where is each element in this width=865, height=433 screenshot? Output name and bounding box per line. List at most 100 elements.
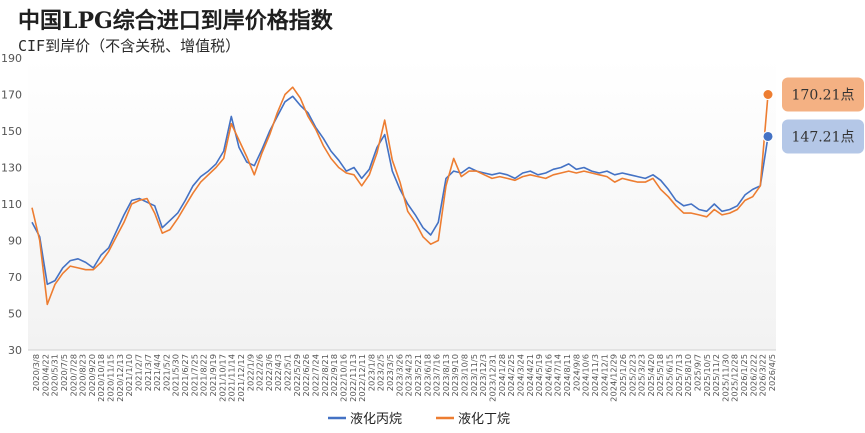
x-tick-label: 2022/9/18 [329,354,339,397]
x-tick-label: 2020/4/22 [40,354,50,397]
x-tick-label: 2024/12/1 [599,354,609,397]
x-tick-label: 2022/10/16 [338,354,348,402]
x-tick-label: 2021/3/7 [143,354,153,391]
x-tick-label: 2023/3/5 [385,354,395,391]
x-tick-label: 2025/11/2 [711,354,721,397]
x-tick-label: 2026/1/25 [739,354,749,397]
x-tick-label: 2022/11/13 [348,354,358,402]
x-tick-label: 2025/12/28 [730,354,740,402]
x-tick-label: 2026/3/22 [758,354,768,397]
x-tick-label: 2021/4/4 [152,354,162,391]
y-tick-label: 150 [1,125,22,138]
callout-layer: 170.21点 147.21点 [762,77,864,154]
x-tick-label: 2020/11/15 [106,354,116,402]
x-tick-label: 2024/1/28 [497,354,507,397]
x-tick-label: 2021/9/19 [208,354,218,397]
y-tick-label: 30 [8,344,22,357]
end-marker [762,89,774,100]
x-tick-label: 2024/12/29 [609,354,619,402]
x-tick-label: 2025/2/23 [627,354,637,397]
x-tick-label: 2023/6/18 [422,354,432,397]
x-tick-label: 2021/2/7 [133,354,143,391]
x-tick-label: 2024/7/14 [553,354,563,397]
series-line-液化丙烷 [31,95,769,286]
x-tick-label: 2024/8/11 [562,354,572,397]
x-tick-label: 2026/2/22 [748,354,758,397]
x-tick-label: 2023/7/16 [432,354,442,397]
x-tick-label: 2024/6/16 [543,354,553,397]
x-tick-label: 2024/3/24 [515,354,525,397]
x-tick-label: 2024/2/25 [506,354,516,397]
x-tick-label: 2021/11/14 [227,354,237,402]
legend-label: 液化丁烷 [458,412,510,427]
x-tick-label: 2021/8/22 [199,354,209,397]
x-tick-label: 2022/1/9 [245,354,255,391]
x-axis: 2020/3/8 2020/4/22 2020/5/31 2020/7/5 2020/7… [28,349,777,402]
x-tick-label: 2025/1/26 [618,354,628,397]
x-tick-label: 2023/9/10 [450,354,460,397]
x-tick-label: 2023/1/8 [366,354,376,391]
x-tick-label: 2021/10/17 [217,354,227,402]
chart-subtitle: CIF到岸价（不含关税、增值税） [18,37,240,55]
x-tick-label: 2023/3/26 [394,354,404,397]
x-tick-label: 2025/10/5 [702,354,712,397]
x-tick-label: 2025/3/23 [637,354,647,397]
x-tick-label: 2021/1/10 [124,354,134,397]
x-tick-label: 2020/7/28 [68,354,78,397]
x-tick-label: 2025/11/30 [720,354,730,402]
y-axis: 30 50 70 90 110 130 150 170 190 [1,52,22,357]
x-tick-label: 2020/10/18 [96,354,106,402]
x-tick-label: 2023/4/23 [404,354,414,397]
x-tick-label: 2025/5/18 [655,354,665,397]
x-tick-label: 2025/4/20 [646,354,656,397]
x-tick-label: 2022/6/26 [301,354,311,397]
value-callout-text: 170.21点 [792,88,855,104]
x-tick-label: 2022/2/6 [255,354,265,391]
x-tick-label: 2025/7/13 [674,354,684,397]
x-tick-label: 2020/3/8 [31,354,41,391]
x-tick-label: 2023/5/21 [413,354,423,397]
x-tick-label: 2023/2/5 [376,354,386,391]
x-tick-label: 2024/11/3 [590,354,600,397]
y-tick-label: 130 [1,162,22,175]
x-tick-label: 2022/7/24 [310,354,320,397]
x-tick-label: 2023/12/3 [478,354,488,397]
value-callout-text: 147.21点 [792,129,855,145]
x-tick-label: 2025/8/10 [683,354,693,397]
y-tick-label: 50 [8,308,22,321]
legend-label: 液化丙烷 [350,412,402,427]
y-tick-label: 90 [8,235,22,248]
x-tick-label: 2022/5/1 [283,354,293,391]
x-tick-label: 2022/5/29 [292,354,302,397]
y-tick-label: 110 [1,198,22,211]
series-line-液化丁烷 [31,86,769,306]
end-marker [762,130,774,142]
x-tick-label: 2020/9/20 [87,354,97,397]
x-tick-label: 2026/4/5 [767,354,777,391]
x-tick-label: 2022/8/21 [320,354,330,397]
plot-background [28,58,776,350]
x-tick-label: 2022/4/3 [273,354,283,391]
chart-title: 中国LPG综合进口到岸价格指数 [18,8,334,34]
x-tick-label: 2023/8/13 [441,354,451,397]
x-tick-label: 2021/6/27 [180,354,190,397]
x-tick-label: 2022/3/6 [264,354,274,391]
series-layer [31,86,769,306]
x-tick-label: 2025/6/15 [665,354,675,397]
x-tick-label: 2020/7/5 [59,354,69,391]
x-tick-label: 2024/9/8 [571,354,581,391]
plot-area [28,58,776,350]
x-tick-label: 2021/7/25 [189,354,199,397]
x-tick-label: 2023/10/8 [460,354,470,397]
x-tick-label: 2024/5/19 [534,354,544,397]
x-tick-label: 2023/12/31 [488,354,498,402]
x-tick-label: 2021/5/2 [161,354,171,391]
y-tick-label: 170 [1,89,22,102]
x-tick-label: 2024/10/6 [581,354,591,397]
x-tick-label: 2020/5/31 [50,354,60,397]
y-tick-label: 70 [8,271,22,284]
x-tick-label: 2024/4/21 [525,354,535,397]
x-tick-label: 2021/5/30 [171,354,181,397]
legend: 液化丙烷 液化丁烷 [328,412,510,427]
